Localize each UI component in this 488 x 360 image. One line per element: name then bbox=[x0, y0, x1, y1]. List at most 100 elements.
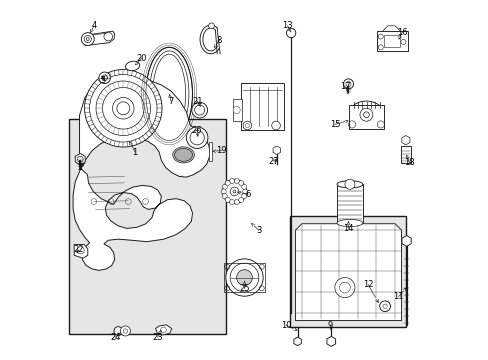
Circle shape bbox=[230, 187, 238, 196]
Circle shape bbox=[222, 194, 227, 199]
Circle shape bbox=[77, 156, 83, 162]
Text: 8: 8 bbox=[216, 36, 222, 45]
Text: 9: 9 bbox=[327, 321, 332, 330]
Text: 19: 19 bbox=[216, 146, 226, 155]
Circle shape bbox=[229, 179, 234, 184]
Circle shape bbox=[225, 181, 230, 185]
Circle shape bbox=[233, 190, 235, 193]
Text: 7: 7 bbox=[168, 96, 173, 105]
Text: 5: 5 bbox=[100, 76, 105, 85]
Bar bbox=[69, 119, 225, 334]
Circle shape bbox=[191, 102, 207, 118]
Circle shape bbox=[112, 98, 134, 119]
Text: 27: 27 bbox=[268, 157, 279, 166]
Text: 18: 18 bbox=[403, 158, 414, 167]
Text: 25: 25 bbox=[239, 284, 249, 293]
Circle shape bbox=[225, 197, 230, 202]
Circle shape bbox=[81, 33, 94, 45]
Circle shape bbox=[382, 304, 386, 309]
Polygon shape bbox=[75, 153, 85, 165]
Circle shape bbox=[186, 127, 207, 148]
Text: 12: 12 bbox=[362, 280, 373, 289]
Circle shape bbox=[243, 121, 251, 130]
Circle shape bbox=[117, 102, 129, 115]
Ellipse shape bbox=[336, 220, 362, 226]
Circle shape bbox=[114, 327, 122, 335]
Circle shape bbox=[190, 131, 204, 145]
Circle shape bbox=[339, 282, 349, 293]
Polygon shape bbox=[155, 325, 171, 335]
Text: 26: 26 bbox=[191, 126, 202, 135]
Bar bbox=[208, 141, 211, 161]
Circle shape bbox=[286, 28, 295, 38]
Polygon shape bbox=[326, 336, 335, 346]
Circle shape bbox=[241, 184, 246, 189]
Circle shape bbox=[234, 179, 239, 184]
Circle shape bbox=[96, 81, 150, 135]
Circle shape bbox=[233, 107, 240, 114]
Circle shape bbox=[104, 32, 112, 41]
Circle shape bbox=[222, 184, 227, 189]
Polygon shape bbox=[272, 146, 280, 154]
Circle shape bbox=[379, 301, 389, 312]
Circle shape bbox=[102, 87, 144, 129]
Polygon shape bbox=[74, 244, 88, 258]
Circle shape bbox=[238, 181, 243, 185]
Bar bbox=[233, 99, 241, 121]
Text: 1: 1 bbox=[132, 148, 138, 157]
Text: 4: 4 bbox=[91, 21, 96, 30]
Circle shape bbox=[244, 123, 249, 128]
Text: 6: 6 bbox=[245, 190, 250, 199]
Circle shape bbox=[346, 81, 350, 86]
Text: 14: 14 bbox=[343, 224, 353, 233]
Circle shape bbox=[225, 259, 263, 296]
Circle shape bbox=[241, 194, 246, 199]
Polygon shape bbox=[295, 224, 401, 320]
Text: 21: 21 bbox=[191, 96, 202, 105]
Circle shape bbox=[208, 23, 214, 29]
Ellipse shape bbox=[336, 181, 362, 188]
Polygon shape bbox=[81, 31, 115, 45]
Bar bbox=[336, 184, 362, 223]
Circle shape bbox=[84, 36, 91, 42]
Text: 10: 10 bbox=[281, 321, 291, 330]
Circle shape bbox=[271, 121, 280, 130]
Circle shape bbox=[120, 326, 130, 336]
Text: 16: 16 bbox=[396, 28, 407, 37]
Circle shape bbox=[89, 75, 157, 142]
Text: 15: 15 bbox=[329, 120, 340, 129]
Circle shape bbox=[230, 263, 258, 292]
Ellipse shape bbox=[125, 61, 140, 71]
Bar bbox=[348, 105, 383, 129]
Bar bbox=[241, 83, 284, 130]
Ellipse shape bbox=[172, 147, 194, 163]
Polygon shape bbox=[401, 235, 410, 246]
Bar bbox=[400, 145, 410, 163]
Circle shape bbox=[84, 69, 162, 147]
Bar bbox=[290, 216, 405, 327]
Circle shape bbox=[221, 189, 226, 194]
Polygon shape bbox=[73, 76, 210, 270]
Circle shape bbox=[222, 179, 246, 204]
Circle shape bbox=[238, 197, 243, 202]
Circle shape bbox=[343, 79, 353, 89]
Text: 13: 13 bbox=[282, 21, 292, 30]
Text: 2: 2 bbox=[77, 163, 82, 172]
Circle shape bbox=[99, 72, 110, 84]
Circle shape bbox=[123, 329, 127, 333]
Text: 3: 3 bbox=[256, 226, 261, 235]
Bar bbox=[384, 35, 400, 47]
Text: 22: 22 bbox=[73, 246, 84, 255]
Text: 17: 17 bbox=[340, 82, 350, 91]
Circle shape bbox=[236, 270, 252, 285]
Polygon shape bbox=[401, 135, 409, 145]
Circle shape bbox=[229, 199, 234, 204]
Text: 11: 11 bbox=[393, 292, 403, 301]
Bar bbox=[376, 31, 407, 51]
Circle shape bbox=[242, 189, 247, 194]
Ellipse shape bbox=[174, 148, 192, 161]
Text: 23: 23 bbox=[152, 333, 163, 342]
Circle shape bbox=[86, 38, 89, 41]
Circle shape bbox=[344, 179, 354, 189]
Circle shape bbox=[334, 278, 354, 298]
